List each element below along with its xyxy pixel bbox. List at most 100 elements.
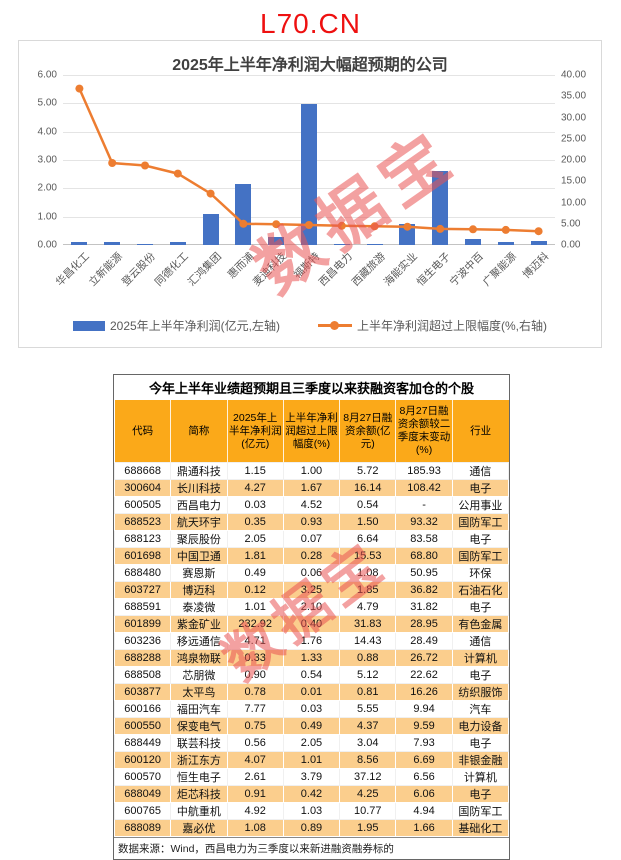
table-cell: 1.00 — [282, 462, 341, 480]
table-row: 688449 联芸科技 0.56 2.05 3.04 7.93 电子 — [113, 734, 510, 752]
table-cell: 0.28 — [282, 547, 341, 565]
table-cell: 鼎通科技 — [170, 462, 228, 480]
table-cell: 电力设备 — [451, 717, 510, 735]
table-cell: 3.79 — [282, 768, 341, 786]
table-cell: 0.93 — [282, 513, 341, 531]
table-cell: 688123 — [113, 530, 172, 548]
table-cell: 28.49 — [395, 632, 453, 650]
table-cell: 联芸科技 — [170, 734, 228, 752]
table-cell: 电子 — [451, 785, 510, 803]
table-cell: 长川科技 — [170, 479, 228, 497]
table-cell: 0.49 — [282, 717, 341, 735]
table-cell: 计算机 — [451, 649, 510, 667]
table-cell: 0.56 — [226, 734, 284, 752]
table-cell: 0.91 — [226, 785, 284, 803]
table-cell: 2.10 — [282, 598, 341, 616]
bar-西藏旅游 — [366, 244, 383, 245]
table-cell: 37.12 — [339, 768, 397, 786]
table-cell: 8.56 — [339, 751, 397, 769]
table-cell: 电子 — [451, 666, 510, 684]
table-row: 688089 嘉必优 1.08 0.89 1.95 1.66 基础化工 — [113, 819, 510, 837]
table-cell: 688523 — [113, 513, 172, 531]
table-row: 600120 浙江东方 4.07 1.01 8.56 6.69 非银金融 — [113, 751, 510, 769]
left-axis-tick: 0.00 — [37, 239, 57, 251]
table-row: 688288 鸿泉物联 0.33 1.33 0.88 26.72 计算机 — [113, 649, 510, 667]
right-axis-tick: 20.00 — [561, 154, 587, 166]
line-marker — [206, 189, 215, 198]
table-cell: 0.89 — [282, 819, 341, 837]
column-header: 2025年上半年净利润(亿元) — [226, 400, 284, 463]
table-cell: 2.05 — [226, 530, 284, 548]
table-cell: - — [395, 496, 453, 514]
table-cell: 0.35 — [226, 513, 284, 531]
table-cell: 108.42 — [395, 479, 453, 497]
left-axis-tick: 4.00 — [37, 126, 57, 138]
table-cell: 1.67 — [282, 479, 341, 497]
table-cell: 基础化工 — [451, 819, 510, 837]
right-axis-tick: 40.00 — [561, 69, 587, 81]
table-cell: 9.94 — [395, 700, 453, 718]
table-cell: 1.01 — [226, 598, 284, 616]
table-cell: 600550 — [113, 717, 172, 735]
table-cell: 0.78 — [226, 683, 284, 701]
table-cell: 公用事业 — [451, 496, 510, 514]
table-cell: 5.55 — [339, 700, 397, 718]
table-row: 603727 博迈科 0.12 3.25 1.85 36.82 石油石化 — [113, 581, 510, 599]
legend-item-bar: 2025年上半年净利润(亿元,左轴) — [72, 317, 281, 334]
table-cell: 4.94 — [395, 802, 453, 820]
legend-item-line: 上半年净利润超过上限幅度(%,右轴) — [318, 317, 547, 334]
table-row: 688049 炬芯科技 0.91 0.42 4.25 6.06 电子 — [113, 785, 510, 803]
gridline — [63, 75, 555, 76]
table-row: 300604 长川科技 4.27 1.67 16.14 108.42 电子 — [113, 479, 510, 497]
line-series-swatch — [318, 321, 353, 330]
table-cell: 3.04 — [339, 734, 397, 752]
table-title: 今年上半年业绩超预期且三季度以来获融资客加仓的个股 — [148, 381, 474, 396]
line-marker — [403, 222, 412, 231]
table-cell: 232.92 — [226, 615, 284, 633]
table-cell: 1.95 — [339, 819, 397, 837]
table-cell: 601899 — [113, 615, 172, 633]
table-cell: 600120 — [113, 751, 172, 769]
table-row: 601698 中国卫通 1.81 0.28 15.53 68.80 国防军工 — [113, 547, 510, 565]
table-cell: 太平鸟 — [170, 683, 228, 701]
bar-西昌电力 — [333, 244, 350, 245]
line-marker — [141, 161, 149, 170]
table-cell: 688480 — [113, 564, 172, 582]
table-cell: 有色金属 — [451, 615, 510, 633]
table-cell: 9.59 — [395, 717, 453, 735]
table-cell: 601698 — [113, 547, 172, 565]
left-axis-tick: 3.00 — [37, 154, 57, 166]
table-row: 688508 芯朋微 0.90 0.54 5.12 22.62 电子 — [113, 666, 510, 684]
table-cell: 鸿泉物联 — [170, 649, 228, 667]
line-marker — [305, 221, 313, 229]
table-row: 600550 保变电气 0.75 0.49 4.37 9.59 电力设备 — [113, 717, 510, 735]
table-cell: 汽车 — [451, 700, 510, 718]
table-cell: 0.40 — [282, 615, 341, 633]
table-cell: 博迈科 — [170, 581, 228, 599]
column-header: 代码 — [113, 400, 171, 463]
table-row: 688123 聚辰股份 2.05 0.07 6.64 83.58 电子 — [113, 530, 510, 548]
column-header: 行业 — [451, 400, 509, 463]
site-watermark-text: L70.CN — [260, 8, 361, 39]
table-cell: 1.81 — [226, 547, 284, 565]
table-cell: 15.53 — [339, 547, 397, 565]
table-cell: 6.06 — [395, 785, 453, 803]
table-body: 688668 鼎通科技 1.15 1.00 5.72 185.93 通信 300604 长川科技… — [113, 462, 510, 837]
table-cell: 0.90 — [226, 666, 284, 684]
table-cell: 嘉必优 — [170, 819, 228, 837]
table-cell: 0.81 — [339, 683, 397, 701]
bar-惠而浦 — [235, 184, 252, 245]
table-cell: 电子 — [451, 734, 510, 752]
table-cell: 电子 — [451, 479, 510, 497]
table-cell: 7.77 — [226, 700, 284, 718]
table-cell: 688089 — [113, 819, 172, 837]
table-cell: 26.72 — [395, 649, 453, 667]
table-cell: 36.82 — [395, 581, 453, 599]
table-row: 688523 航天环宇 0.35 0.93 1.50 93.32 国防军工 — [113, 513, 510, 531]
table-cell: 83.58 — [395, 530, 453, 548]
table-cell: 6.69 — [395, 751, 453, 769]
table-cell: 4.37 — [339, 717, 397, 735]
legend-label-bar: 2025年上半年净利润(亿元,左轴) — [109, 319, 281, 333]
bar-登云股份 — [137, 243, 153, 245]
bar-汇鸿集团 — [202, 213, 219, 245]
